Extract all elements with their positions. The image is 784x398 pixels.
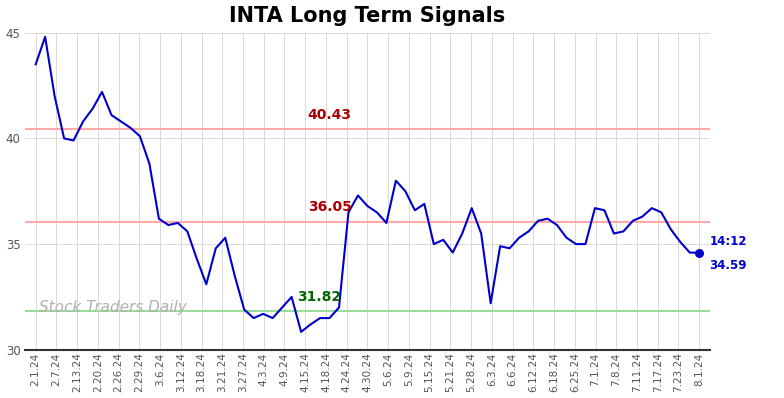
Text: 14:12: 14:12	[710, 235, 747, 248]
Text: 34.59: 34.59	[710, 259, 747, 272]
Title: INTA Long Term Signals: INTA Long Term Signals	[229, 6, 506, 25]
Text: 31.82: 31.82	[297, 290, 342, 304]
Text: Stock Traders Daily: Stock Traders Daily	[39, 300, 187, 315]
Text: 40.43: 40.43	[308, 108, 352, 122]
Text: 36.05: 36.05	[308, 201, 352, 215]
Point	[693, 250, 706, 256]
